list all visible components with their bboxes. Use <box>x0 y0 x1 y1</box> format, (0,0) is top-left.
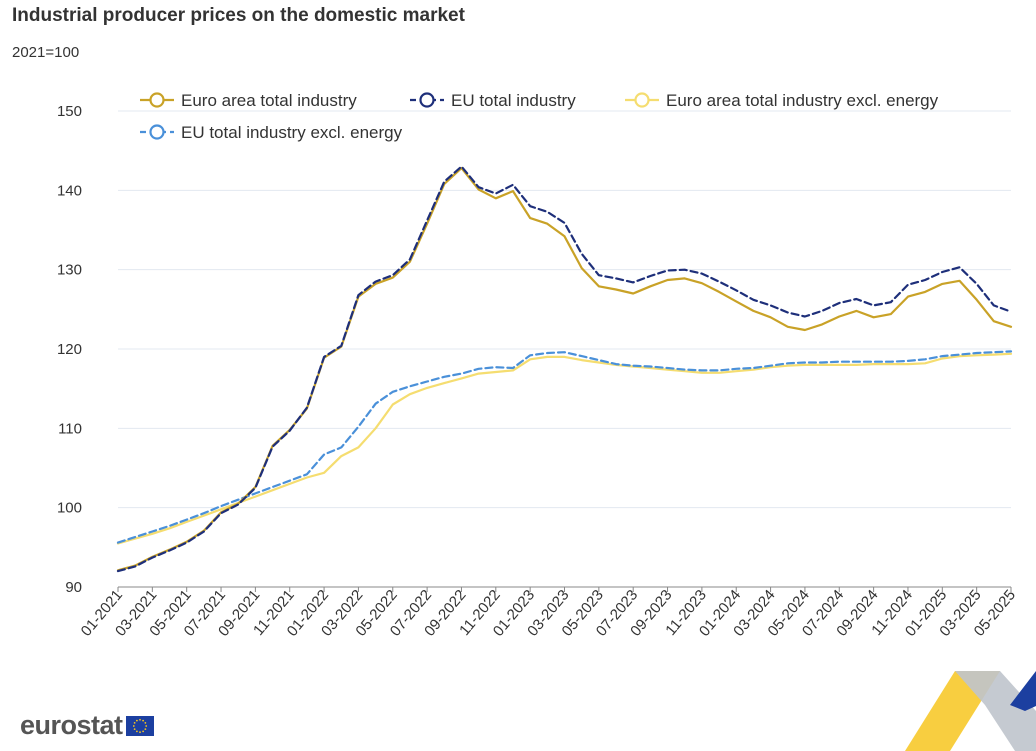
legend-marker-euro_area_excl_energy <box>634 92 650 108</box>
series-line-eu_excl_energy <box>116 350 1013 544</box>
y-tick-label: 120 <box>57 341 82 358</box>
flag-star <box>138 718 141 721</box>
flag-star <box>141 729 144 732</box>
eu-flag-icon <box>125 715 154 736</box>
legend: Euro area total industry EU total industr… <box>140 91 939 142</box>
flag-star <box>133 727 136 730</box>
flag-star <box>132 724 135 727</box>
flag-star <box>135 719 138 722</box>
logo-text: eurostat <box>20 710 123 740</box>
series-line-euro_area_total <box>116 167 1013 572</box>
flag-star <box>144 727 146 730</box>
legend-marker-euro_area_total <box>149 92 165 108</box>
legend-marker-eu_excl_energy <box>149 124 165 140</box>
y-tick-label: 130 <box>57 262 82 279</box>
legend-label-euro_area_total: Euro area total industry <box>181 91 357 110</box>
flag-star <box>135 729 138 732</box>
chart-subtitle: 2021=100 <box>12 44 80 61</box>
legend-label-eu_total: EU total industry <box>451 91 576 110</box>
flag-star <box>133 721 136 724</box>
y-tick-label: 110 <box>58 420 82 437</box>
eurostat-logo: eurostat <box>20 710 154 741</box>
flag-star <box>144 724 147 727</box>
y-axis-ticks: 90 100 110 120 130 140 150 <box>57 103 82 596</box>
grid-layer <box>118 110 1011 588</box>
legend-marker-eu_total <box>419 92 435 108</box>
legend-label-eu_excl_energy: EU total industry excl. energy <box>181 123 403 142</box>
y-tick-label: 150 <box>57 103 82 120</box>
decorative-chevron <box>905 671 1036 751</box>
flag-star <box>141 719 144 722</box>
y-tick-label: 100 <box>57 500 82 517</box>
legend-label-euro_area_excl_energy: Euro area total industry excl. energy <box>666 91 939 110</box>
x-axis-ticks: 01-202103-202105-202107-202109-202111-20… <box>78 587 1019 640</box>
flag-star <box>144 721 146 724</box>
y-tick-label: 140 <box>57 182 82 199</box>
chevron-grey <box>955 671 1036 751</box>
flag-star <box>138 730 141 733</box>
chevron-blue <box>1010 671 1036 711</box>
series-line-euro_area_excl_energy <box>116 352 1013 545</box>
y-tick-label: 90 <box>65 579 82 596</box>
series-line-eu_total <box>116 165 1013 573</box>
series-layer <box>116 165 1013 573</box>
chart-title: Industrial producer prices on the domest… <box>12 5 465 26</box>
